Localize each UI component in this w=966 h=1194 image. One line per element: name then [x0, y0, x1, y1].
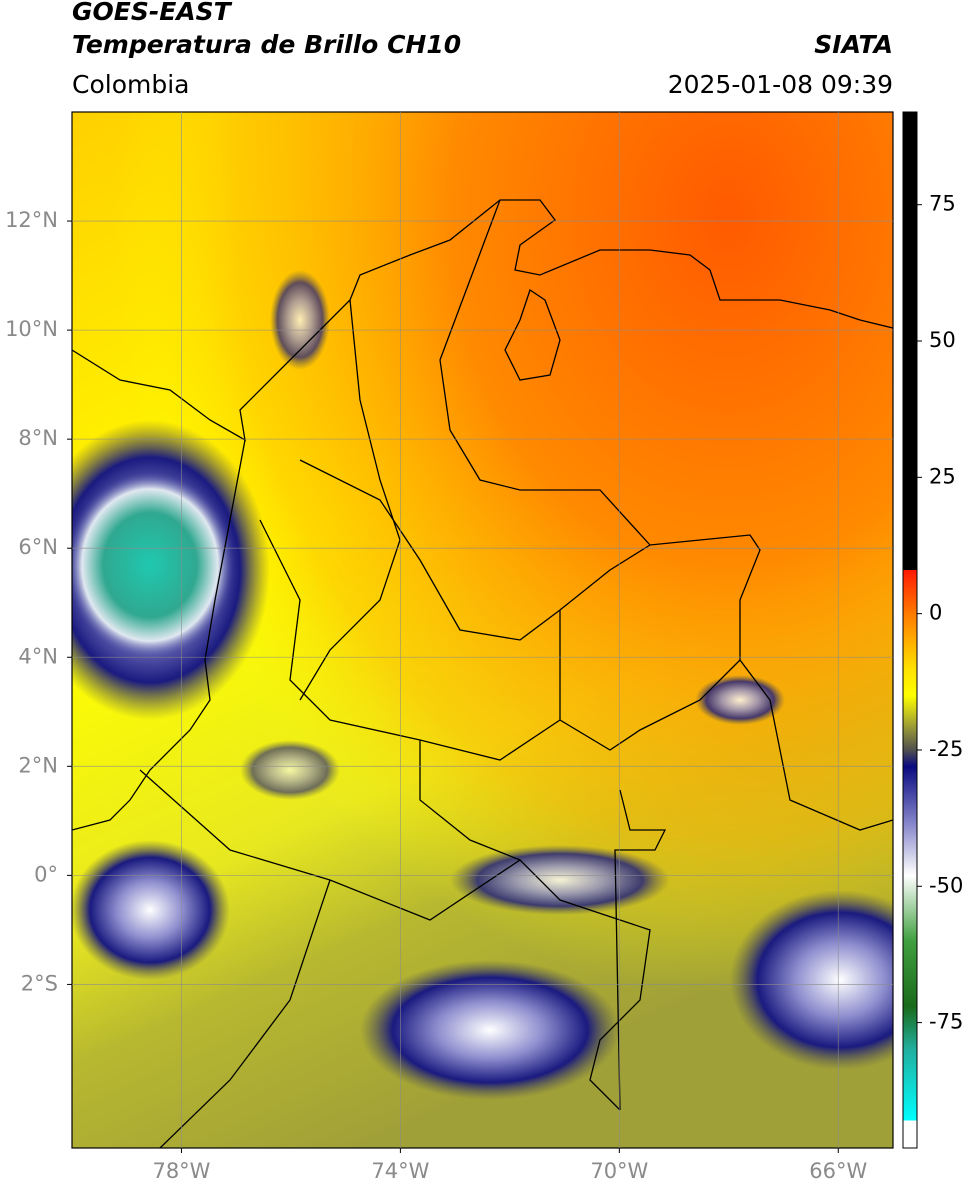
- date: 2025-01-08 09:39: [668, 70, 893, 99]
- cloud: [360, 960, 620, 1100]
- y-tick-label: 0°: [34, 862, 58, 886]
- colorbar-tick-label: -25: [929, 737, 963, 761]
- y-tick-label: 4°N: [18, 644, 58, 668]
- colorbar-tick-label: 25: [929, 464, 956, 488]
- colorbar-tick-label: 0: [929, 601, 942, 625]
- colorbar-tick-label: -75: [929, 1010, 963, 1034]
- grid: [72, 112, 893, 1148]
- colorbar-tick-label: -50: [929, 873, 963, 897]
- y-tick-label: 2°N: [18, 753, 58, 777]
- cloud: [240, 740, 340, 800]
- cloud: [270, 270, 330, 370]
- border: [439, 199, 893, 831]
- x-tick-label: 70°W: [590, 1159, 648, 1183]
- coastline: [72, 199, 893, 442]
- cloud: [450, 845, 670, 915]
- x-tick-label: 78°W: [152, 1159, 210, 1183]
- border: [259, 519, 561, 761]
- colorbar: [902, 111, 918, 1149]
- satellite-image: [72, 112, 893, 1148]
- source: SIATA: [814, 30, 893, 59]
- cloud: [72, 840, 230, 980]
- title: GOES-EAST: [72, 0, 233, 26]
- y-tick-label: 8°N: [18, 426, 58, 450]
- x-tick-label: 66°W: [809, 1159, 867, 1183]
- region: Colombia: [72, 70, 189, 99]
- border: [299, 459, 651, 641]
- y-tick-label: 10°N: [5, 317, 58, 341]
- colorbar-tick-label: 50: [929, 328, 956, 352]
- y-tick-label: 6°N: [18, 535, 58, 559]
- x-tick-label: 74°W: [371, 1159, 429, 1183]
- border: [159, 879, 331, 1148]
- border: [139, 769, 651, 1111]
- subtitle: Temperatura de Brillo CH10: [72, 30, 461, 59]
- y-tick-label: 2°S: [21, 971, 58, 995]
- y-tick-label: 12°N: [5, 208, 58, 232]
- cold-cloud-top: [72, 470, 235, 660]
- border: [72, 439, 246, 831]
- map-frame: [71, 111, 894, 1149]
- colorbar-tick-label: 75: [929, 192, 956, 216]
- border: [559, 610, 741, 751]
- border: [614, 789, 667, 1111]
- cloud: [730, 890, 893, 1070]
- cloud: [695, 675, 785, 725]
- lake: [504, 288, 561, 381]
- border: [419, 740, 521, 861]
